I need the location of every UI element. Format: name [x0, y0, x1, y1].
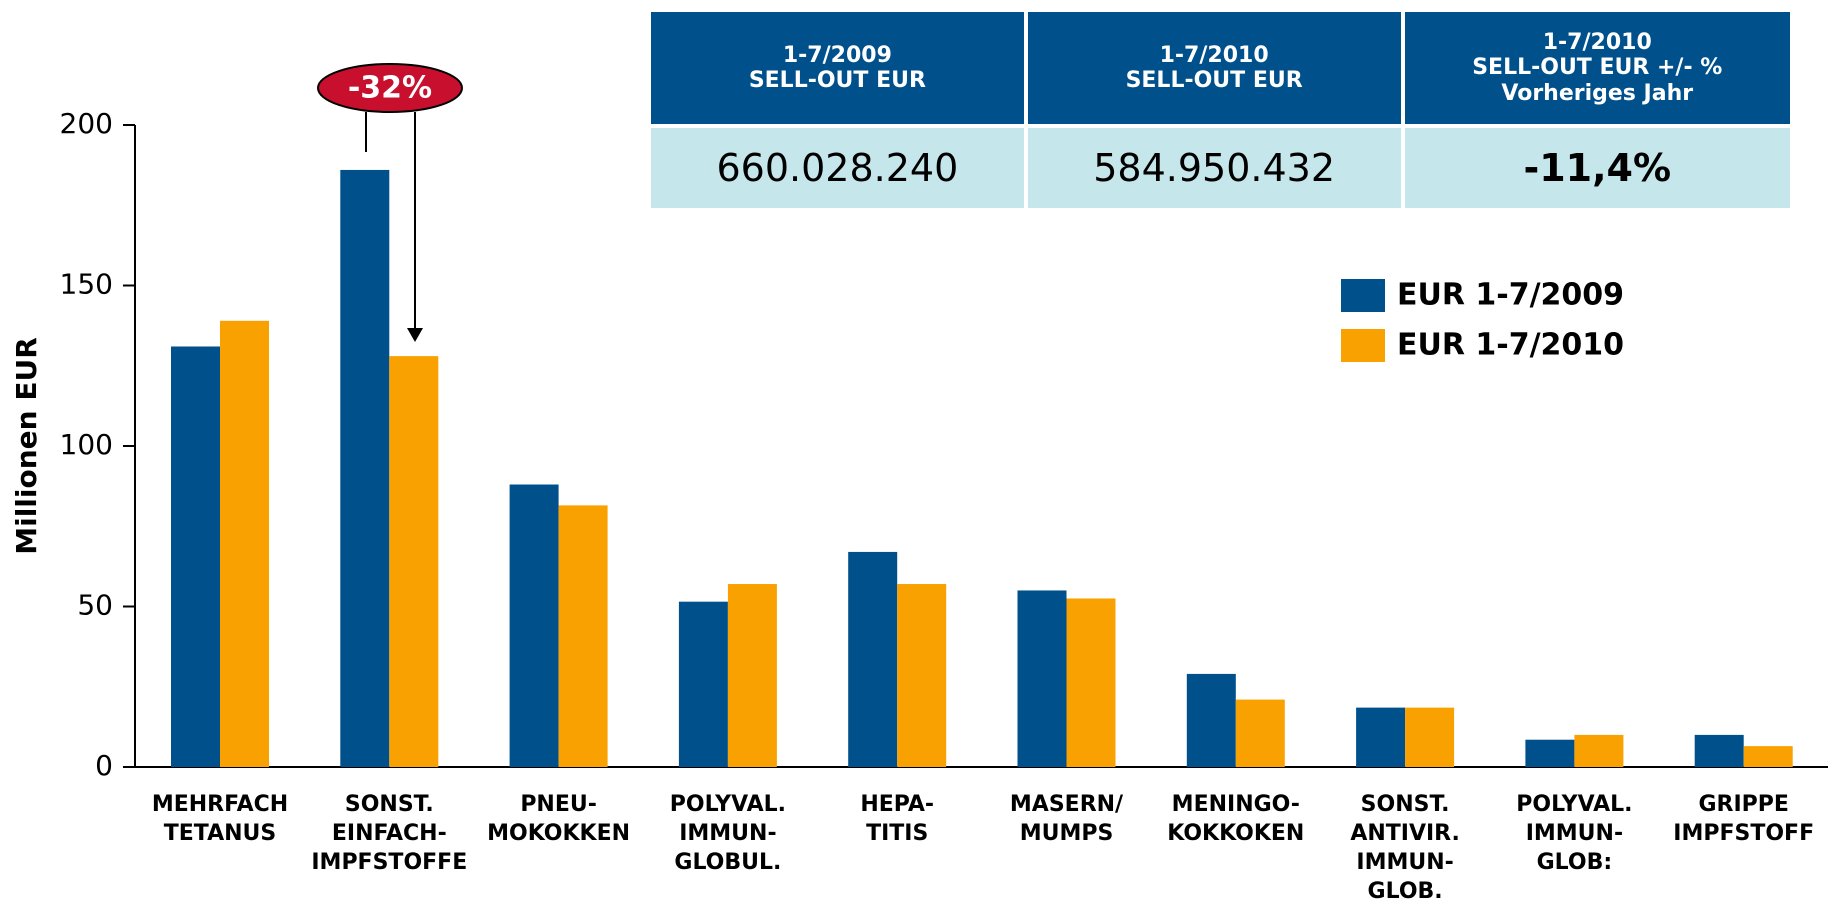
- x-tick-label: MENINGO-KOKKOKEN: [1167, 792, 1304, 846]
- bar: [389, 356, 439, 767]
- bar: [897, 584, 947, 767]
- bar: [1525, 739, 1575, 767]
- x-tick-label: MASERN/MUMPS: [1010, 792, 1124, 846]
- header-cell: 1-7/2010 SELL-OUT EUR: [1027, 12, 1401, 124]
- summary-table: 1-7/2009 SELL-OUT EUR 1-7/2010 SELL-OUT …: [647, 8, 1794, 212]
- bar: [678, 601, 728, 767]
- header-cell: 1-7/2010 SELL-OUT EUR +/- % Vorheriges J…: [1404, 12, 1790, 124]
- cell: -11,4%: [1404, 128, 1790, 208]
- y-tick-label: 150: [60, 268, 113, 301]
- bar: [1574, 734, 1624, 767]
- x-tick-label: HEPA-TITIS: [860, 792, 934, 846]
- y-tick-label: 200: [60, 107, 113, 140]
- bar: [1405, 707, 1455, 767]
- data-row: 660.028.240 584.950.432 -11,4%: [651, 128, 1790, 208]
- legend-label: EUR 1-7/2009: [1397, 278, 1624, 313]
- arrow-head: [407, 328, 423, 342]
- bar: [1017, 590, 1067, 767]
- x-tick-label: POLYVAL. IMMUN-GLOBUL.: [670, 792, 786, 875]
- bar: [1235, 699, 1285, 767]
- legend-swatch: [1341, 279, 1385, 312]
- x-tick-label: PNEU-MOKOKKEN: [487, 792, 630, 846]
- annotation-badge: [317, 63, 463, 113]
- bar: [848, 551, 898, 767]
- x-tick-label: GRIPPE IMPFSTOFF: [1673, 792, 1814, 846]
- bar: [1743, 746, 1793, 767]
- bar: [727, 584, 777, 767]
- x-tick-label: SONST. ANTIVIR. IMMUN-GLOB.: [1350, 792, 1460, 904]
- annotation-text: -32%: [348, 71, 432, 106]
- bar: [509, 484, 559, 767]
- y-tick-label: 50: [77, 589, 113, 622]
- legend-swatch: [1341, 329, 1385, 362]
- cell: 660.028.240: [651, 128, 1024, 208]
- y-tick-label: 100: [60, 428, 113, 461]
- bar: [1694, 734, 1744, 767]
- bar: [340, 169, 390, 767]
- header-row: 1-7/2009 SELL-OUT EUR 1-7/2010 SELL-OUT …: [651, 12, 1790, 124]
- x-tick-label: POLYVAL. IMMUN-GLOB:: [1516, 792, 1632, 875]
- x-tick-label: MEHRFACH TETANUS: [152, 792, 288, 846]
- y-axis-label: Millionen EUR: [10, 337, 43, 555]
- bar: [220, 320, 269, 767]
- bar: [1186, 673, 1236, 767]
- header-cell: 1-7/2009 SELL-OUT EUR: [651, 12, 1024, 124]
- bar: [171, 346, 220, 767]
- bar: [558, 505, 608, 767]
- bar: [1356, 707, 1406, 767]
- legend-label: EUR 1-7/2010: [1397, 328, 1624, 363]
- x-tick-label: SONST. EINFACH-IMPFSTOFFE: [311, 792, 467, 875]
- cell: 584.950.432: [1027, 128, 1401, 208]
- bar: [1066, 598, 1116, 767]
- y-tick-label: 0: [95, 749, 113, 782]
